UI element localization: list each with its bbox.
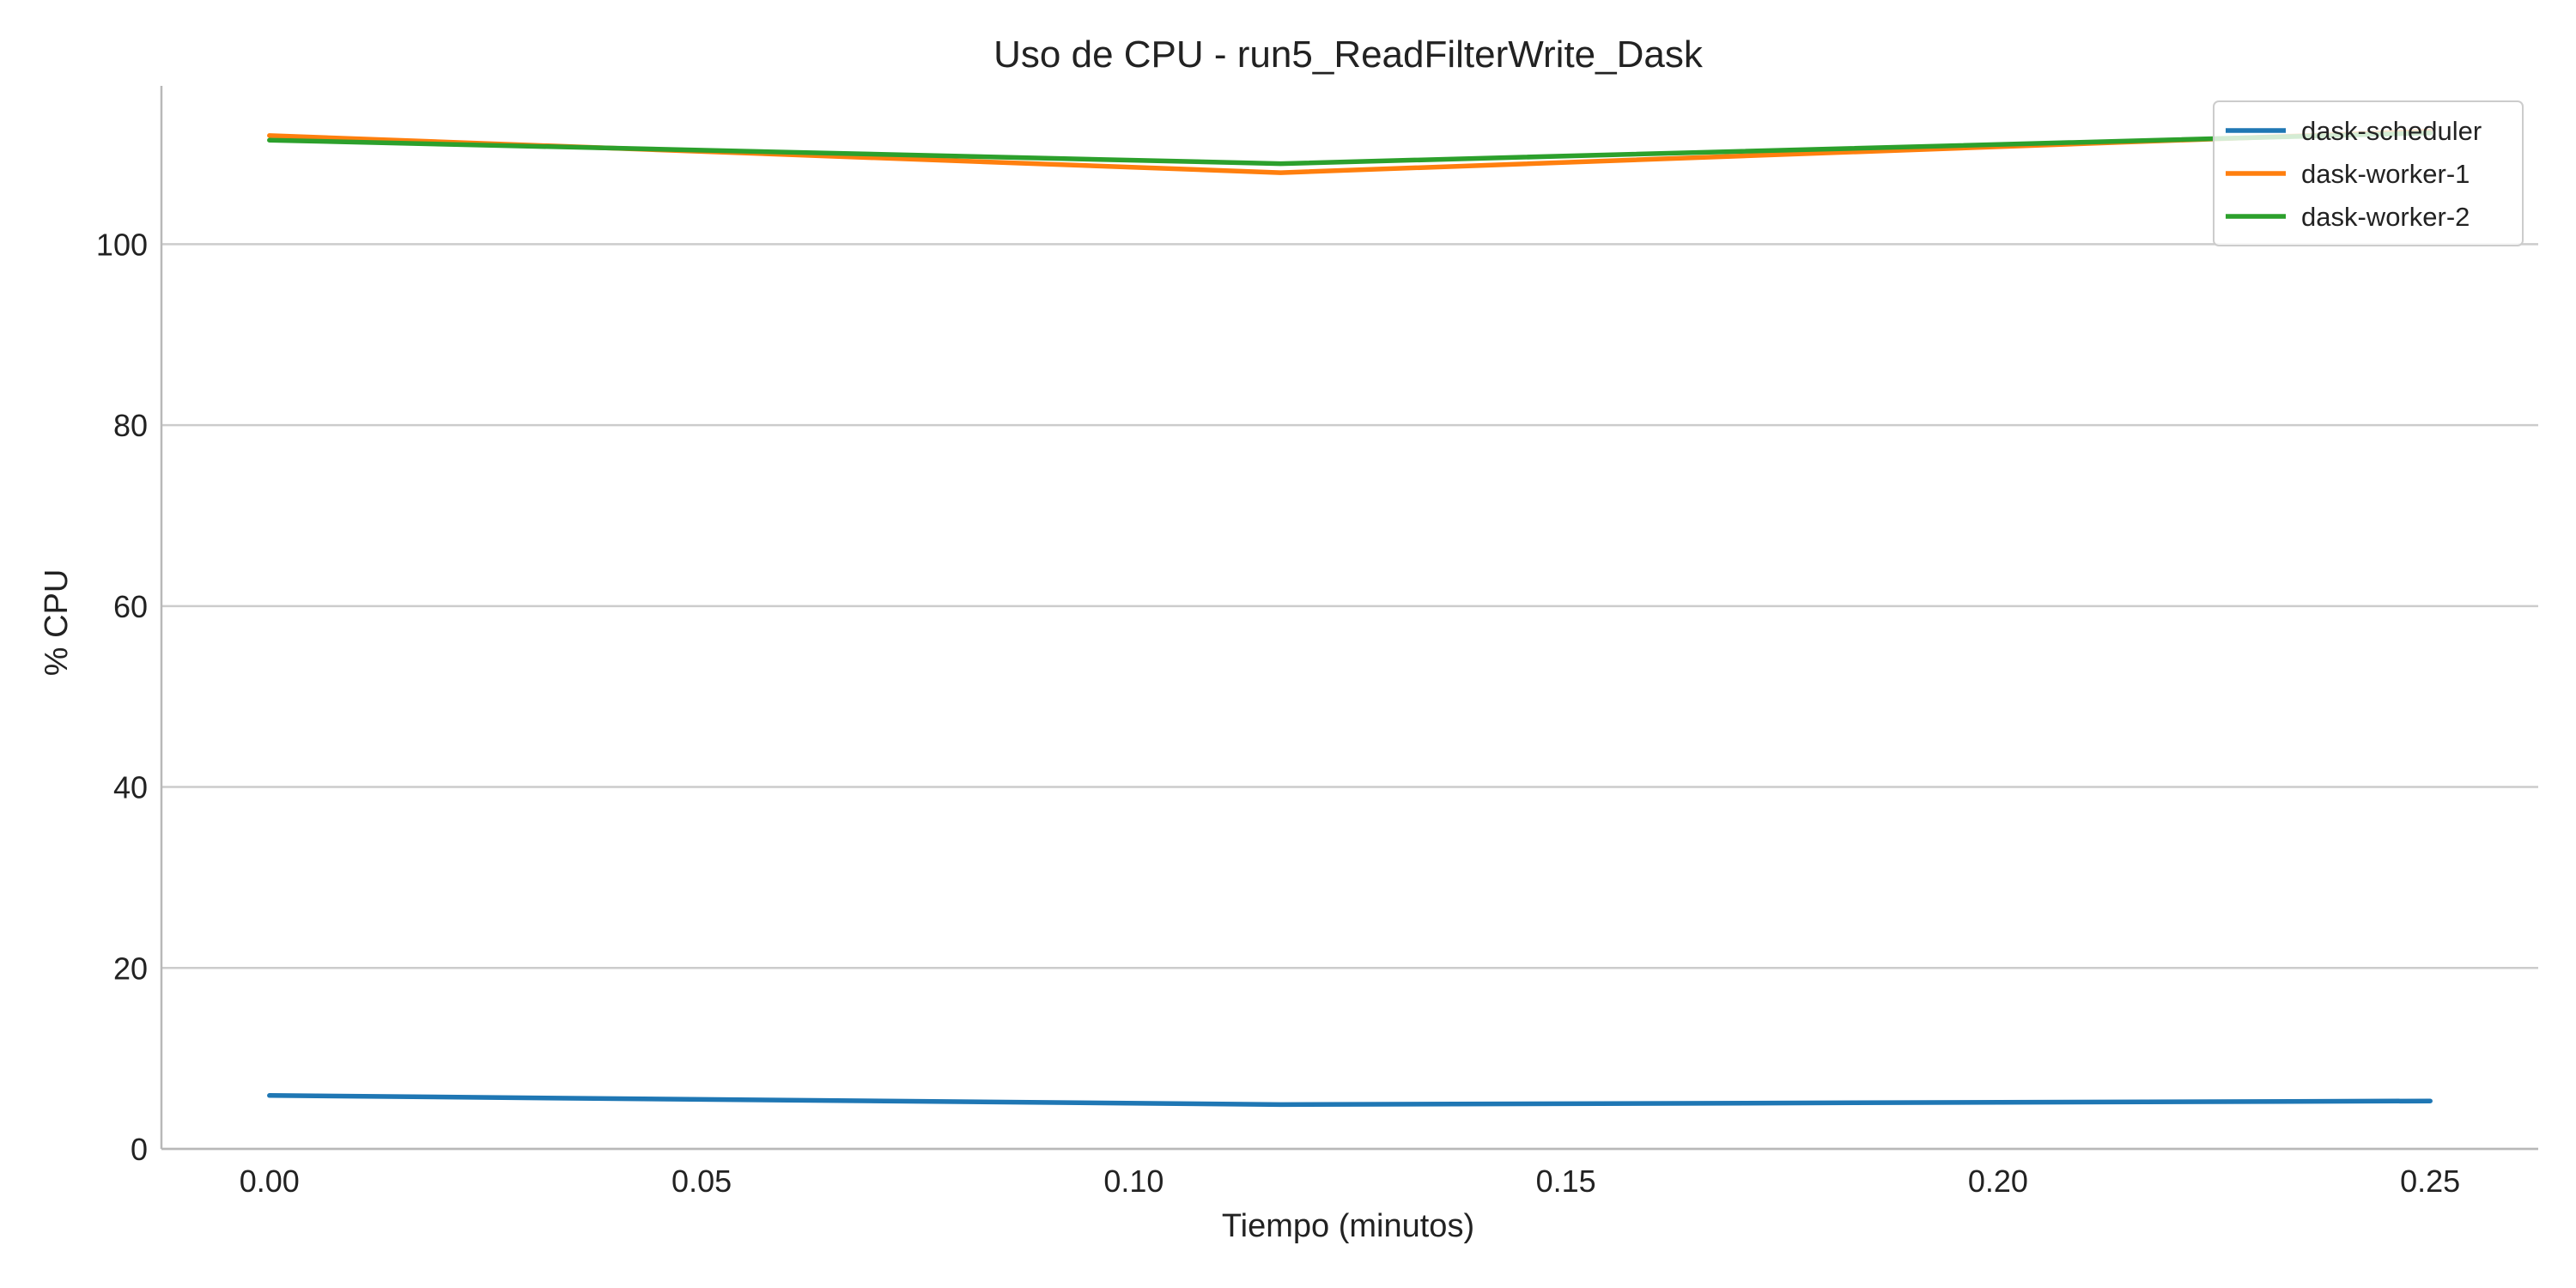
y-tick-label: 20	[113, 951, 148, 986]
y-tick-label: 60	[113, 589, 148, 624]
legend-entry: dask-scheduler	[2301, 116, 2482, 146]
x-tick-label: 0.00	[240, 1163, 300, 1199]
series-line-dask-worker-1	[267, 128, 2433, 175]
chart-title: Uso de CPU - run5_ReadFilterWrite_Dask	[993, 33, 1704, 76]
x-tick-label: 0.15	[1536, 1163, 1596, 1199]
x-tick-label: 0.20	[1968, 1163, 2028, 1199]
y-tick-label: 100	[96, 227, 148, 262]
series-line-dask-worker-2	[267, 131, 2433, 167]
legend-entry: dask-worker-1	[2301, 159, 2470, 189]
grid-lines	[161, 243, 2538, 1151]
axes	[160, 86, 2538, 1151]
x-axis-label: Tiempo (minutos)	[1222, 1208, 1474, 1244]
legend-entry: dask-worker-2	[2301, 202, 2470, 232]
y-tick-label: 80	[113, 408, 148, 443]
y-tick-label: 40	[113, 770, 148, 805]
legend-box	[2213, 100, 2524, 246]
y-tick-label: 0	[131, 1132, 148, 1167]
legend: dask-scheduler dask-worker-1 dask-worker-2	[2213, 100, 2524, 246]
x-axis-ticks: 0.00 0.05 0.10 0.15 0.20 0.25	[240, 1163, 2460, 1199]
x-tick-label: 0.05	[671, 1163, 732, 1199]
x-tick-label: 0.10	[1103, 1163, 1163, 1199]
series-lines	[267, 128, 2433, 1108]
y-axis-ticks: 0 20 40 60 80 100	[96, 227, 148, 1167]
y-axis-label: % CPU	[39, 569, 75, 677]
x-tick-label: 0.25	[2400, 1163, 2460, 1199]
series-line-dask-scheduler	[267, 1093, 2433, 1108]
